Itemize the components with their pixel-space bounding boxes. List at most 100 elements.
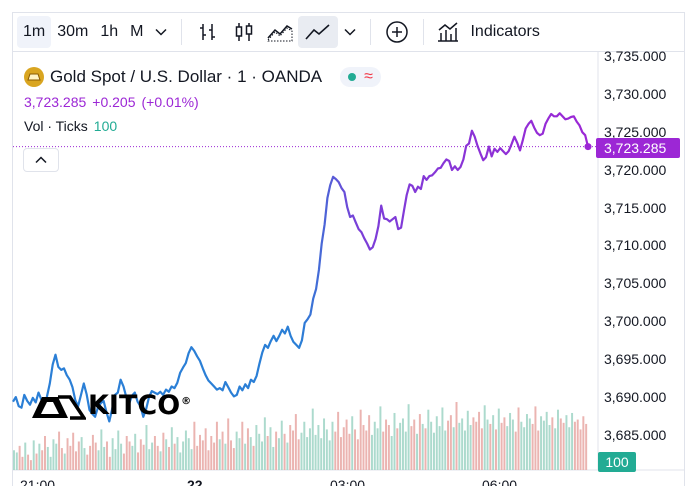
volume-bar <box>492 415 495 470</box>
volume-bar <box>125 436 128 470</box>
interval-dropdown-chevron-icon[interactable] <box>149 16 173 48</box>
volume-bar <box>404 431 407 470</box>
volume-bar <box>83 448 86 470</box>
volume-bar <box>399 422 402 470</box>
volume-bar <box>554 428 557 470</box>
volume-bar <box>117 430 120 470</box>
volume-bar <box>506 426 509 470</box>
volume-bar <box>511 419 514 470</box>
collapse-legend-button[interactable] <box>23 148 59 172</box>
volume-bar <box>452 427 455 470</box>
volume-bar <box>139 439 142 470</box>
volume-bar <box>249 437 252 470</box>
volume-bar <box>325 429 328 470</box>
volume-bar <box>218 439 221 470</box>
interval-month-button[interactable]: M <box>130 23 144 40</box>
volume-bar <box>568 427 571 470</box>
price-series-line <box>12 112 590 423</box>
volume-bar <box>266 436 269 470</box>
volume-bar <box>190 449 193 470</box>
volume-bar <box>170 427 173 470</box>
volume-bar <box>114 449 117 470</box>
interval-30m-button[interactable]: 30m <box>57 23 89 40</box>
volume-bar <box>69 445 72 470</box>
volume-bar <box>289 425 292 470</box>
bar-chart-style-icon[interactable] <box>190 16 226 48</box>
volume-bar <box>314 434 317 470</box>
volume-bar <box>362 425 365 470</box>
chart-style-chevron-down-icon[interactable] <box>338 16 362 48</box>
volume-bar <box>94 442 97 470</box>
last-price-tag: 3,723.285 <box>596 138 680 158</box>
area-chart-style-icon[interactable] <box>262 16 298 48</box>
toolbar-divider <box>370 19 372 45</box>
volume-bar <box>142 444 145 470</box>
interval-1m-button[interactable]: 1m <box>17 16 52 48</box>
volume-bar <box>438 426 441 470</box>
volume-bar <box>342 427 345 470</box>
volume-bar <box>145 425 148 470</box>
interval-1h-button[interactable]: 1h <box>100 23 119 40</box>
volume-bar <box>582 416 585 470</box>
volume-bar <box>579 429 582 470</box>
volume-bar <box>441 407 444 470</box>
x-axis-label: 22 <box>187 477 203 486</box>
compare-add-symbol-icon[interactable] <box>379 16 415 48</box>
volume-bar <box>466 410 469 470</box>
volume-bar <box>480 428 483 470</box>
volume-bar <box>13 450 15 470</box>
volume-bar <box>148 449 151 470</box>
volume-bar <box>100 429 103 470</box>
volume-bar <box>182 441 185 470</box>
market-status-pill[interactable]: ≈ <box>340 67 381 87</box>
volume-bar <box>483 405 486 470</box>
volume-bar <box>120 443 123 470</box>
volume-bar <box>348 433 351 470</box>
line-chart-style-icon[interactable] <box>298 16 339 48</box>
volume-bar <box>193 421 196 470</box>
volume-bar <box>373 421 376 470</box>
volume-bar <box>430 421 433 470</box>
volume-bar <box>91 434 94 470</box>
volume-bar <box>18 445 21 470</box>
candles-chart-style-icon[interactable] <box>226 16 262 48</box>
indicators-button[interactable]: Indicators <box>432 16 545 48</box>
volume-bar <box>24 442 27 470</box>
volume-bar <box>272 446 275 470</box>
volume-bar <box>475 421 478 470</box>
kitco-gold-bars-icon <box>32 394 86 420</box>
indicators-icon <box>438 22 459 42</box>
volume-bar <box>27 454 30 470</box>
volume-bar <box>292 430 295 470</box>
volume-value: 100 <box>93 118 118 134</box>
volume-bar <box>201 440 204 470</box>
volume-bar <box>80 437 83 470</box>
volume-bar <box>311 408 314 470</box>
volume-bar <box>21 456 24 470</box>
volume-bar <box>89 445 92 470</box>
volume-bar <box>551 417 554 470</box>
indicators-label: Indicators <box>470 23 540 40</box>
volume-bar <box>444 430 447 470</box>
volume-bar <box>303 421 306 470</box>
volume-bar <box>77 441 80 470</box>
volume-bar <box>385 419 388 470</box>
volume-bar <box>306 437 309 470</box>
y-axis-label: 3,735.000 <box>604 48 667 64</box>
volume-bar <box>416 433 419 470</box>
volume-bar <box>137 452 139 470</box>
volume-bar <box>38 443 41 470</box>
volume-label[interactable]: Vol · Ticks <box>24 118 88 134</box>
volume-bar <box>52 439 55 470</box>
volume-bar <box>232 448 235 470</box>
volume-bar <box>447 420 450 470</box>
symbol-title[interactable]: Gold Spot / U.S. Dollar · 1 · OANDA <box>50 67 323 86</box>
volume-bar <box>323 418 326 470</box>
volume-bar <box>427 409 430 470</box>
volume-bar <box>463 430 466 470</box>
volume-bar <box>258 433 261 470</box>
volume-bar <box>494 429 497 470</box>
y-axis-label: 3,695.000 <box>604 351 667 367</box>
volume-bar <box>162 432 165 470</box>
